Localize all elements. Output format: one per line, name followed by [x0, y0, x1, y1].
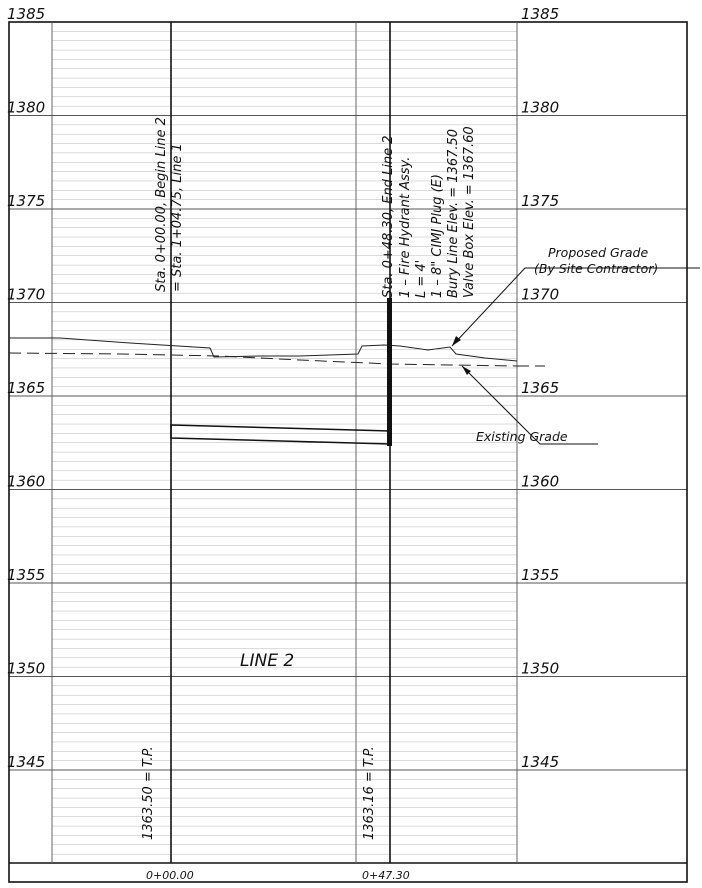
existing-grade-leader [461, 365, 598, 445]
elevation-label-right: 1385 [521, 5, 559, 23]
drawing-frame [8, 21, 688, 883]
elevation-label-left: 1380 [7, 99, 45, 117]
elevation-label-right: 1375 [521, 192, 559, 210]
profile-title: LINE 2 [240, 651, 294, 671]
elevation-label-right: 1370 [521, 286, 559, 304]
water-main-pipe [170, 424, 391, 445]
fire-hydrant-riser [387, 298, 392, 446]
minor-grid-lines [52, 31, 517, 855]
station-end-label: 0+47.30 [362, 869, 410, 882]
begin-tp-label: 1363.50 = T.P. [141, 746, 156, 840]
elevation-labels-right: 1385 1380 1375 1370 1365 1360 1355 1350 1345 [521, 5, 559, 771]
station-begin-label: 0+00.00 [146, 869, 194, 882]
elevation-label-left: 1365 [7, 379, 45, 397]
elevation-label-right: 1380 [521, 99, 559, 117]
elevation-label-right: 1355 [521, 566, 559, 584]
fire-hydrant-note: 1 – Fire Hydrant Assy. [398, 157, 413, 298]
end-station-note: Sta. 0+48.30, End Line 2 [381, 135, 396, 298]
proposed-grade-label: Proposed Grade [548, 245, 648, 260]
elevation-label-left: 1345 [7, 753, 45, 771]
elevation-labels-left: 1385 1380 1375 1370 1365 1360 1355 1350 1345 [7, 5, 45, 771]
proposed-grade-arrow [452, 336, 461, 346]
existing-grade-line [8, 352, 518, 367]
elevation-label-right: 1360 [521, 473, 559, 491]
hydrant-length-note: L = 4' [414, 260, 429, 298]
elevation-label-left: 1385 [7, 5, 45, 23]
existing-grade-arrow [462, 366, 471, 375]
valve-box-elev-note: Valve Box Elev. = 1367.60 [462, 126, 477, 298]
plug-note: 1 – 8" CIMJ Plug (E) [430, 174, 445, 298]
proposed-grade-line [9, 337, 518, 362]
hydrant-top-node [386, 309, 393, 315]
elevation-label-left: 1370 [7, 286, 45, 304]
end-tp-label: 1363.16 = T.P. [362, 746, 377, 840]
elevation-label-left: 1375 [7, 192, 45, 210]
elevation-label-left: 1355 [7, 566, 45, 584]
elevation-label-right: 1365 [521, 379, 559, 397]
begin-station-note-equation: = Sta. 1+04.75, Line 1 [170, 143, 185, 292]
hydrant-node [386, 340, 393, 346]
existing-grade-label: Existing Grade [476, 429, 568, 444]
elevation-label-left: 1360 [7, 473, 45, 491]
elevation-label-right: 1350 [521, 660, 559, 678]
elevation-label-left: 1350 [7, 660, 45, 678]
proposed-grade-leader [451, 267, 700, 347]
proposed-grade-contractor-label: (By Site Contractor) [534, 261, 658, 276]
elevation-label-right: 1345 [521, 753, 559, 771]
major-grid-lines [9, 115, 687, 771]
hydrant-bottom-node [387, 433, 392, 439]
begin-station-note: Sta. 0+00.00, Begin Line 2 [154, 117, 169, 292]
bury-line-elev-note: Bury Line Elev. = 1367.50 [446, 129, 461, 298]
